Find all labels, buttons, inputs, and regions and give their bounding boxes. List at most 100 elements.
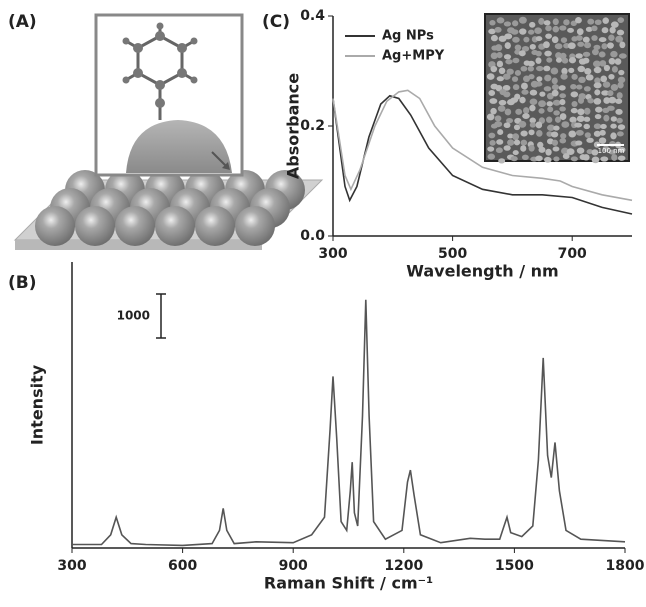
y-tick-label: 0.0 [300,228,325,244]
panel-label: (B) [8,273,37,293]
grain [515,70,521,76]
grain [584,108,590,115]
grain [574,123,582,128]
grain [504,33,512,39]
grain [538,147,545,153]
grain [584,68,591,75]
grain [536,122,543,129]
grain [561,121,569,128]
grain [600,130,606,136]
grain [487,154,495,160]
grain [584,117,591,122]
x-tick-label: 1200 [384,558,423,574]
grain [600,156,608,161]
grain [520,131,527,137]
particle [115,206,155,246]
grain [490,66,497,72]
x-tick-label: 300 [57,558,86,574]
grain [553,100,561,106]
grain [553,110,560,115]
panel-label: (A) [8,12,37,32]
grain [583,37,590,43]
grain [497,17,505,23]
grain [535,156,543,162]
grain [610,132,616,139]
grain [494,27,501,33]
grain [617,30,624,36]
grain [612,66,618,73]
grain [577,42,584,47]
grain [559,25,566,30]
grain [494,121,502,127]
grain [577,116,585,122]
grain [498,105,506,112]
particle [155,206,195,246]
legend-label: Ag+MPY [382,49,445,64]
grain [555,43,563,49]
grain [543,41,550,48]
grain [599,137,606,144]
grain [497,76,504,81]
particle [75,206,115,246]
grain [560,113,567,120]
grain [505,42,511,49]
grain [618,124,625,130]
grain [505,109,512,116]
grain [603,81,610,87]
grain [519,50,526,56]
grain [594,89,600,95]
grain [544,86,552,91]
grain [619,41,625,48]
grain [610,27,616,34]
grain [515,109,522,115]
grain [618,70,624,75]
grain [535,82,543,87]
grain [584,42,591,48]
grain [511,29,519,35]
y-tick-label: 0.4 [300,8,325,24]
grain [567,28,574,33]
particle [35,206,75,246]
grain [608,97,616,104]
grain [487,146,494,151]
grain [600,124,607,129]
grain [538,100,546,107]
grain [519,121,527,128]
grain [489,140,495,146]
grain [553,146,560,151]
grain [561,73,568,79]
grain [611,154,617,161]
grain [601,43,607,49]
grain [545,25,552,31]
grain [600,76,607,83]
grain [585,132,591,138]
grain [503,73,511,79]
grain [539,92,545,97]
grain [584,86,591,91]
grain [577,148,585,154]
grain [523,107,529,114]
grain [530,90,537,96]
grain [586,138,593,143]
grain [512,76,518,82]
spectrum-line [72,300,625,546]
grain [497,61,503,68]
grain [523,37,529,43]
grain [528,129,534,135]
grain [576,35,583,41]
x-axis-label: Raman Shift / cm⁻¹ [264,574,433,593]
grain [583,124,590,129]
grain [529,105,535,112]
grain [534,27,542,34]
grain [507,139,514,146]
grain [512,58,519,63]
grain [551,68,559,75]
grain [552,140,558,146]
grain [538,108,544,114]
grain [618,156,626,161]
inset-scale-label: 100 nm [598,147,625,155]
grain [587,19,594,25]
x-tick-label: 500 [438,246,467,262]
particle [195,206,235,246]
grain [568,42,576,49]
